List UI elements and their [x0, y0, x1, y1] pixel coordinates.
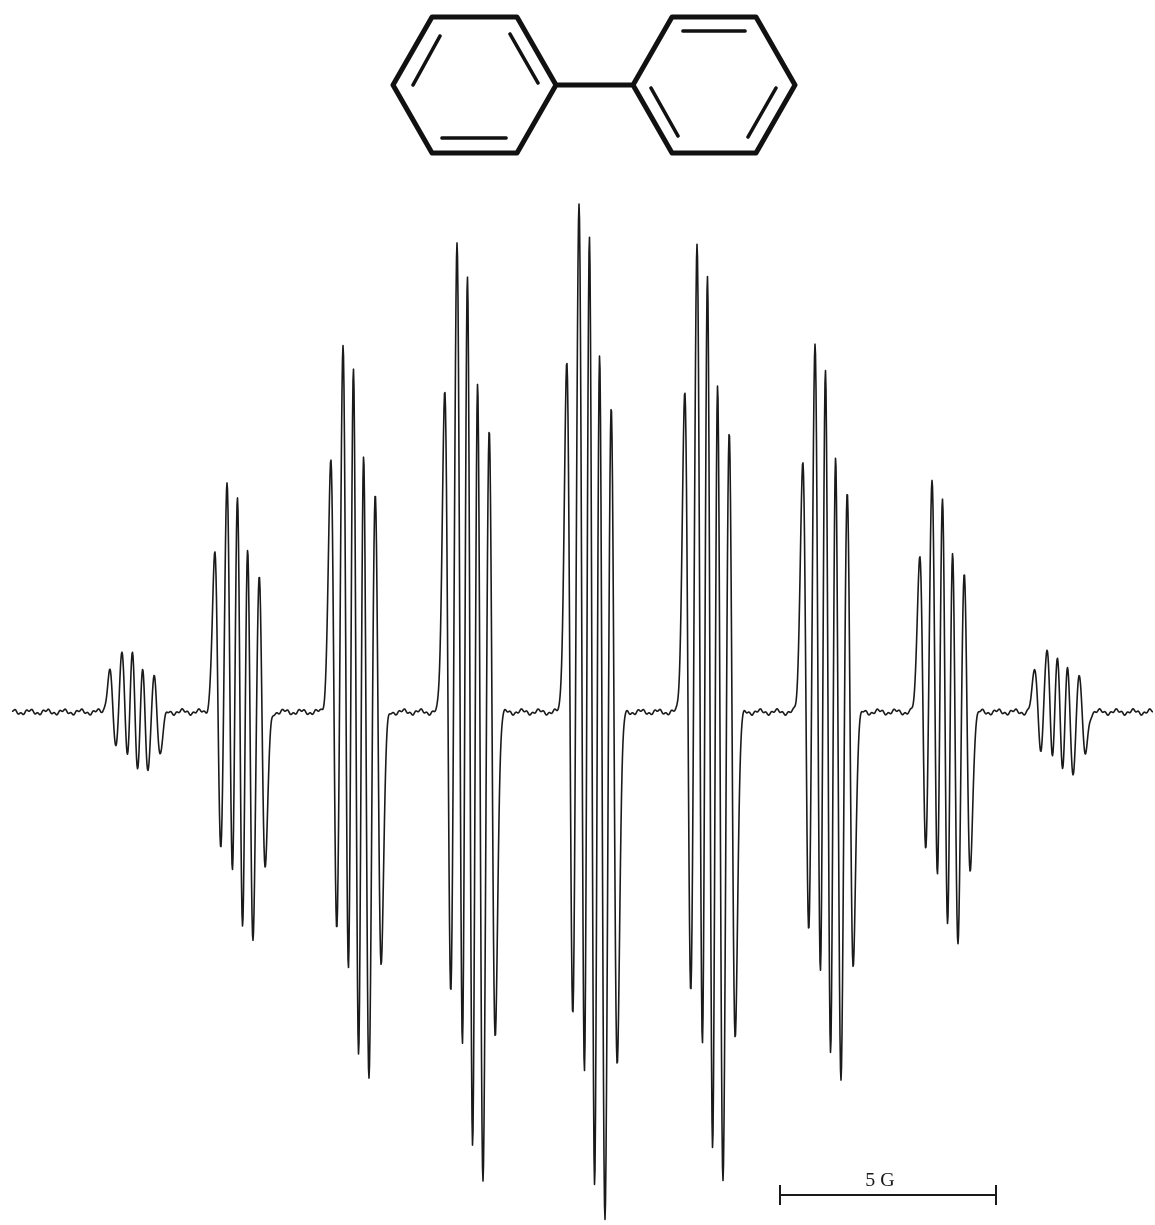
ring-right-double-bond-3 — [649, 86, 680, 138]
ring-right-double-bond-2 — [746, 86, 778, 139]
phenyl-ring-left — [390, 14, 559, 156]
scale-bar: 5 G — [779, 1169, 997, 1205]
ring-left-double-bond-3 — [411, 34, 442, 87]
scale-bar-label: 5 G — [865, 1169, 894, 1191]
epr-spectrum-trace — [11, 203, 1154, 1221]
ring-left-double-bond-1 — [508, 32, 540, 85]
phenyl-ring-right — [630, 14, 798, 156]
biphenyl-structure — [390, 14, 798, 156]
